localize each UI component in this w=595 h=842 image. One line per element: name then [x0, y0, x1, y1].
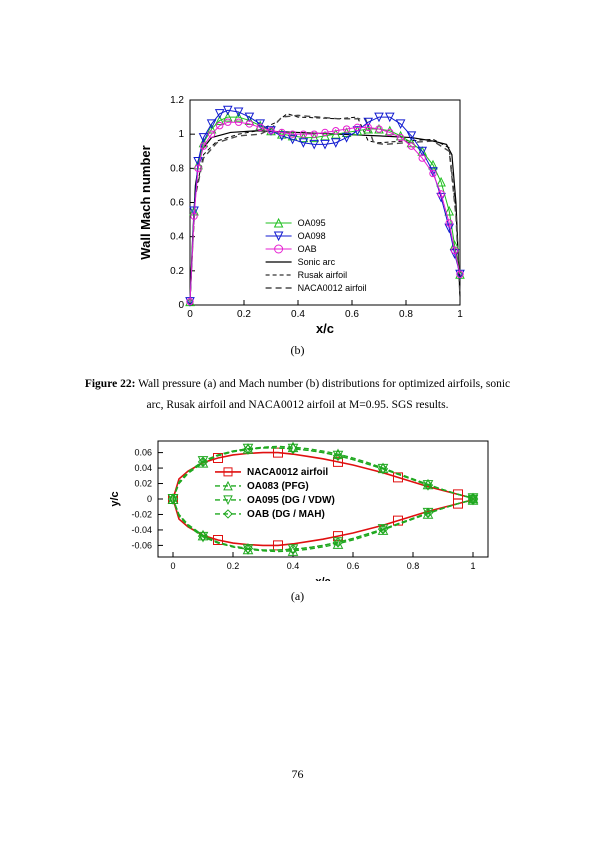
svg-text:NACA0012 airfoil: NACA0012 airfoil — [247, 467, 328, 478]
figure22-caption-text: Wall pressure (a) and Mach number (b) di… — [135, 378, 510, 411]
svg-text:-0.02: -0.02 — [131, 510, 152, 520]
svg-text:1: 1 — [470, 561, 475, 571]
svg-text:0: 0 — [178, 300, 184, 311]
svg-text:x/c: x/c — [315, 321, 333, 335]
svg-text:0.6: 0.6 — [346, 561, 359, 571]
svg-text:0.04: 0.04 — [134, 463, 152, 473]
svg-text:OAB (DG / MAH): OAB (DG / MAH) — [247, 509, 325, 520]
svg-text:OA083 (PFG): OA083 (PFG) — [247, 481, 309, 492]
svg-text:OA095: OA095 — [297, 218, 325, 228]
svg-text:0.4: 0.4 — [170, 232, 184, 243]
figureA-svg: 0 0.2 0.4 0.6 0.8 1 -0.06 -0.04 -0.02 0 0.02 0.04 0.… — [98, 433, 498, 581]
svg-text:0.2: 0.2 — [226, 561, 239, 571]
svg-text:1.2: 1.2 — [170, 95, 184, 106]
svg-text:0.02: 0.02 — [134, 479, 152, 489]
svg-text:0: 0 — [146, 494, 151, 504]
figure22b-sublabel: (b) — [291, 343, 305, 358]
figure22-caption: Figure 22: Wall pressure (a) and Mach nu… — [80, 374, 515, 415]
svg-text:x/c: x/c — [315, 576, 330, 581]
svg-text:-0.06: -0.06 — [131, 541, 152, 551]
svg-text:0: 0 — [187, 309, 193, 320]
svg-text:0.8: 0.8 — [170, 163, 184, 174]
svg-text:0.8: 0.8 — [399, 309, 413, 320]
svg-text:0: 0 — [170, 561, 175, 571]
svg-text:Rusak airfoil: Rusak airfoil — [297, 270, 347, 280]
svg-text:1: 1 — [178, 129, 184, 140]
svg-text:OA098: OA098 — [297, 231, 325, 241]
svg-text:NACA0012 airfoil: NACA0012 airfoil — [297, 283, 366, 293]
svg-text:0.8: 0.8 — [406, 561, 419, 571]
svg-text:0.6: 0.6 — [345, 309, 359, 320]
figure22-caption-num: Figure 22: — [85, 378, 136, 390]
page-number: 76 — [0, 767, 595, 782]
figure22b-wrap: 0 0.2 0.4 0.6 0.8 1 0 0.2 0.4 0.6 0.8 1 1.2 x/c Wall M… — [80, 90, 515, 368]
figure22b-svg: 0 0.2 0.4 0.6 0.8 1 0 0.2 0.4 0.6 0.8 1 1.2 x/c Wall M… — [128, 90, 468, 335]
svg-text:0.2: 0.2 — [237, 309, 251, 320]
svg-text:-0.04: -0.04 — [131, 525, 152, 535]
svg-text:Wall Mach number: Wall Mach number — [138, 145, 153, 259]
svg-text:0.4: 0.4 — [286, 561, 299, 571]
svg-text:OA095 (DG / VDW): OA095 (DG / VDW) — [247, 495, 335, 506]
svg-text:0.2: 0.2 — [170, 266, 184, 277]
svg-text:OAB: OAB — [297, 244, 316, 254]
svg-text:1: 1 — [457, 309, 463, 320]
svg-text:0.4: 0.4 — [291, 309, 305, 320]
figureA-wrap: 0 0.2 0.4 0.6 0.8 1 -0.06 -0.04 -0.02 0 0.02 0.04 0.… — [80, 433, 515, 614]
svg-text:0.06: 0.06 — [134, 448, 152, 458]
svg-text:y/c: y/c — [109, 492, 121, 507]
page-content: 0 0.2 0.4 0.6 0.8 1 0 0.2 0.4 0.6 0.8 1 1.2 x/c Wall M… — [0, 0, 595, 614]
svg-text:Sonic arc: Sonic arc — [297, 257, 335, 267]
figureA-sublabel: (a) — [291, 589, 304, 604]
svg-text:0.6: 0.6 — [170, 198, 184, 209]
